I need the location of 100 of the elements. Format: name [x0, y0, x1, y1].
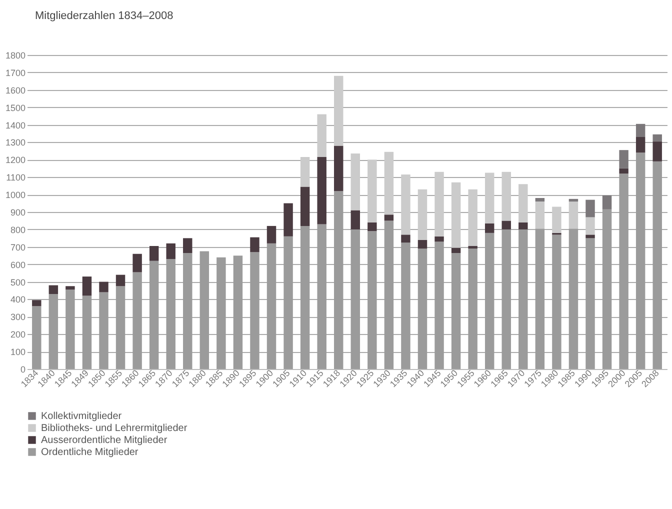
- bar: [518, 229, 528, 369]
- y-tick-label: 900: [10, 208, 26, 218]
- bar: [418, 189, 428, 240]
- y-tick-label: 800: [10, 224, 26, 235]
- bar: [284, 236, 293, 369]
- bar: [48, 294, 58, 369]
- bar: [568, 198, 578, 202]
- y-tick-label: 1100: [6, 172, 26, 183]
- y-tick-label: 200: [10, 330, 26, 340]
- bar: [502, 229, 511, 369]
- y-tick-label: 1500: [5, 102, 26, 113]
- bar: [200, 251, 210, 369]
- bar: [183, 238, 192, 253]
- y-tick-label: 700: [10, 242, 26, 252]
- bar: [552, 234, 562, 369]
- y-tick-label: 300: [10, 312, 26, 322]
- bar: [636, 136, 646, 153]
- bar: [451, 182, 461, 248]
- bar: [652, 134, 662, 142]
- bar: [284, 203, 293, 236]
- bar: [518, 222, 528, 230]
- bar: [384, 220, 394, 369]
- bar: [602, 209, 612, 369]
- y-tick-label: 0: [20, 364, 26, 374]
- bar: [368, 231, 377, 369]
- bar: [619, 168, 628, 174]
- bar: [484, 172, 494, 224]
- bar: [66, 290, 75, 369]
- bar: [652, 161, 662, 369]
- bar: [418, 240, 428, 249]
- bar: [401, 174, 410, 235]
- bar: [568, 202, 578, 229]
- bar: [468, 246, 478, 249]
- y-tick-label: 1300: [5, 138, 26, 148]
- bar: [132, 272, 142, 369]
- y-tick-label: 500: [10, 277, 26, 288]
- bar: [166, 259, 176, 369]
- bar: [568, 228, 578, 369]
- bar: [82, 276, 92, 296]
- bar: [149, 246, 159, 261]
- bar: [350, 154, 360, 210]
- bar: [116, 286, 126, 369]
- bar: [586, 238, 595, 369]
- bar: [401, 242, 410, 369]
- y-tick-label: 100: [10, 347, 26, 358]
- legend-label: Bibliotheks- und Lehrermitglieder: [41, 423, 188, 434]
- bar: [149, 260, 159, 369]
- bar: [368, 160, 377, 222]
- bar: [266, 226, 276, 244]
- bar: [384, 214, 394, 221]
- bar: [183, 252, 192, 369]
- bar: [418, 248, 428, 369]
- bar: [66, 286, 75, 290]
- bar: [300, 226, 310, 369]
- bar: [502, 172, 511, 221]
- bar: [334, 146, 344, 192]
- bar: [300, 157, 310, 187]
- bar: [434, 242, 444, 369]
- y-tick-label: 1700: [5, 68, 26, 78]
- bar: [484, 232, 494, 369]
- bar: [636, 124, 646, 137]
- bar: [368, 222, 377, 232]
- legend-label: Kollektivmitglieder: [41, 411, 122, 422]
- chart-title: Mitgliederzahlen 1834–2008: [34, 10, 174, 22]
- bar: [484, 223, 494, 233]
- bar: [116, 274, 126, 286]
- bar: [619, 174, 628, 369]
- bar: [619, 150, 628, 168]
- y-tick-label: 1800: [5, 50, 26, 60]
- bar: [99, 292, 108, 369]
- bar: [384, 152, 394, 215]
- bar: [535, 198, 545, 202]
- y-tick-label: 1400: [5, 120, 26, 130]
- bar: [602, 195, 612, 210]
- bar: [502, 220, 511, 230]
- y-tick-label: 1000: [5, 190, 26, 200]
- bar: [317, 224, 326, 369]
- bar: [451, 248, 461, 253]
- bar: [434, 236, 444, 242]
- bar: [535, 202, 545, 229]
- bar: [216, 257, 226, 369]
- bar: [334, 76, 344, 146]
- bar: [451, 252, 461, 369]
- legend-label: Ordentliche Mitglieder: [41, 447, 139, 458]
- bar: [401, 234, 410, 243]
- y-tick-label: 1200: [5, 155, 26, 166]
- bar: [468, 248, 478, 369]
- bar: [652, 141, 662, 162]
- bar: [586, 217, 595, 235]
- bar: [166, 243, 176, 260]
- bar: [300, 186, 310, 226]
- bar: [586, 200, 595, 218]
- y-tick-label: 1600: [5, 85, 26, 96]
- bar: [350, 229, 360, 369]
- bar: [266, 243, 276, 369]
- bar: [434, 172, 444, 236]
- bar: [518, 184, 528, 222]
- bar: [233, 256, 243, 369]
- bar: [32, 300, 42, 306]
- bar: [32, 306, 42, 369]
